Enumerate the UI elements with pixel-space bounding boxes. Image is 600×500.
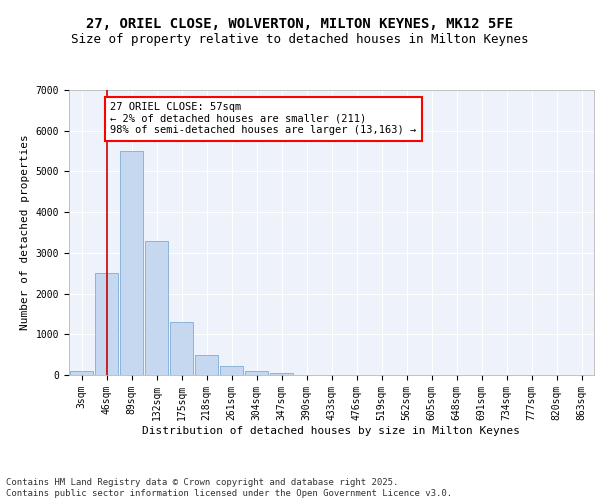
Bar (145, 240, 168, 375)
Bar (220, 366, 243, 375)
Text: Contains HM Land Registry data © Crown copyright and database right 2025.
Contai: Contains HM Land Registry data © Crown c… (6, 478, 452, 498)
Bar (120, 151, 143, 375)
Bar (270, 372, 293, 375)
Text: 27 ORIEL CLOSE: 57sqm
← 2% of detached houses are smaller (211)
98% of semi-deta: 27 ORIEL CLOSE: 57sqm ← 2% of detached h… (110, 102, 416, 136)
Bar (170, 322, 193, 375)
Y-axis label: Number of detached properties: Number of detached properties (20, 134, 30, 330)
Bar (245, 371, 268, 375)
Text: 27, ORIEL CLOSE, WOLVERTON, MILTON KEYNES, MK12 5FE: 27, ORIEL CLOSE, WOLVERTON, MILTON KEYNE… (86, 18, 514, 32)
Bar (70, 371, 93, 375)
Bar (195, 356, 218, 375)
Text: Size of property relative to detached houses in Milton Keynes: Size of property relative to detached ho… (71, 32, 529, 46)
Bar (95, 273, 118, 375)
X-axis label: Distribution of detached houses by size in Milton Keynes: Distribution of detached houses by size … (143, 426, 521, 436)
